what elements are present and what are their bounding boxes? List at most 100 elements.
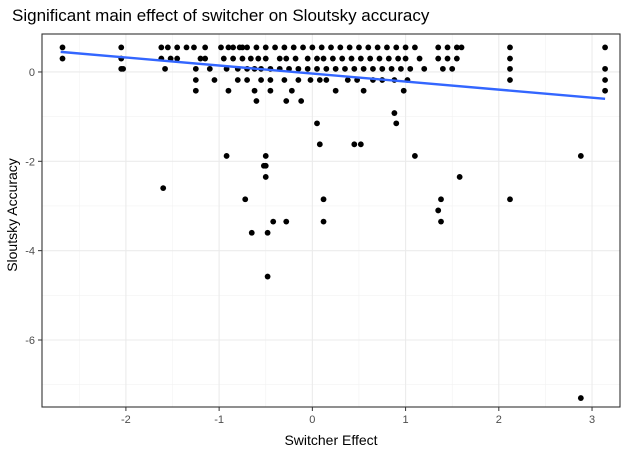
data-point: [218, 44, 224, 51]
y-tick-label: -4: [25, 246, 35, 258]
data-point: [225, 44, 232, 51]
data-point: [320, 218, 327, 225]
data-point: [267, 77, 274, 83]
data-point: [267, 87, 274, 94]
data-point: [192, 87, 199, 94]
data-point: [329, 55, 336, 62]
data-point: [365, 44, 372, 51]
data-point: [295, 77, 302, 83]
data-point: [253, 98, 260, 104]
data-point: [395, 55, 402, 62]
data-point: [118, 44, 125, 51]
data-point: [174, 44, 181, 51]
data-point: [412, 44, 418, 51]
y-axis-ticks: 0 -2 -4 -6: [25, 67, 42, 347]
x-tick-label: 2: [496, 414, 502, 426]
data-point: [307, 77, 314, 83]
x-tick-label: 0: [309, 414, 315, 426]
data-point: [577, 153, 584, 159]
data-point: [507, 65, 513, 72]
data-point: [507, 77, 513, 83]
data-point: [272, 44, 278, 51]
data-point: [328, 44, 334, 51]
data-point: [120, 65, 127, 72]
data-point: [407, 65, 414, 72]
data-point: [276, 55, 283, 62]
data-point: [348, 55, 355, 62]
data-point: [400, 87, 407, 94]
data-point: [367, 55, 374, 62]
data-point: [376, 55, 383, 62]
data-point: [439, 65, 446, 72]
data-point: [318, 44, 325, 51]
data-point: [295, 65, 302, 72]
y-axis-title: Sloutsky Accuracy: [4, 158, 20, 272]
data-point: [412, 153, 418, 159]
data-point: [391, 110, 398, 116]
data-point: [337, 44, 344, 51]
data-point: [206, 65, 213, 72]
data-point: [421, 65, 428, 72]
data-point: [290, 44, 297, 51]
data-point: [323, 65, 330, 72]
data-point: [344, 77, 351, 83]
data-point: [507, 55, 513, 62]
data-point: [283, 98, 290, 104]
data-point: [438, 196, 444, 203]
data-point: [300, 44, 306, 51]
data-point: [435, 207, 442, 214]
data-point: [577, 395, 584, 401]
data-point: [191, 44, 197, 51]
data-point: [309, 44, 316, 51]
data-point: [453, 55, 460, 62]
data-point: [438, 218, 444, 225]
data-point: [435, 44, 442, 51]
data-point: [230, 55, 237, 62]
data-point: [202, 44, 209, 51]
data-point: [253, 44, 260, 51]
data-point: [292, 55, 299, 62]
data-point: [211, 77, 218, 83]
data-point: [258, 77, 264, 83]
data-point: [444, 44, 451, 51]
data-point: [356, 44, 362, 51]
data-point: [283, 55, 290, 62]
fit-line-group: [60, 50, 606, 100]
data-point: [507, 44, 513, 51]
data-point: [239, 55, 246, 62]
data-point: [370, 65, 376, 72]
data-point: [346, 44, 353, 51]
y-tick-label: -6: [25, 335, 35, 347]
data-point: [602, 44, 608, 51]
data-point: [162, 65, 168, 72]
data-point: [59, 55, 66, 62]
data-point: [225, 87, 232, 94]
data-point: [314, 65, 320, 72]
chart-title: Significant main effect of switcher on S…: [12, 6, 430, 25]
data-point: [456, 174, 463, 180]
data-point: [374, 44, 381, 51]
data-point: [174, 55, 181, 62]
x-tick-label: -1: [214, 414, 224, 426]
data-point: [220, 55, 227, 62]
data-point: [164, 44, 171, 51]
data-point: [262, 55, 269, 62]
data-point: [230, 44, 237, 51]
data-point: [59, 44, 66, 51]
data-point: [602, 77, 608, 83]
data-point: [202, 55, 209, 62]
data-point: [183, 44, 190, 51]
x-axis-title: Switcher Effect: [284, 432, 377, 448]
data-point: [398, 65, 404, 72]
data-point: [314, 120, 320, 127]
data-point: [248, 229, 255, 236]
data-point: [351, 65, 358, 72]
data-point: [281, 44, 288, 51]
data-point: [298, 98, 305, 104]
data-point: [339, 55, 346, 62]
data-point: [384, 44, 390, 51]
data-point: [320, 196, 327, 203]
data-point: [602, 65, 608, 72]
data-point: [379, 65, 386, 72]
